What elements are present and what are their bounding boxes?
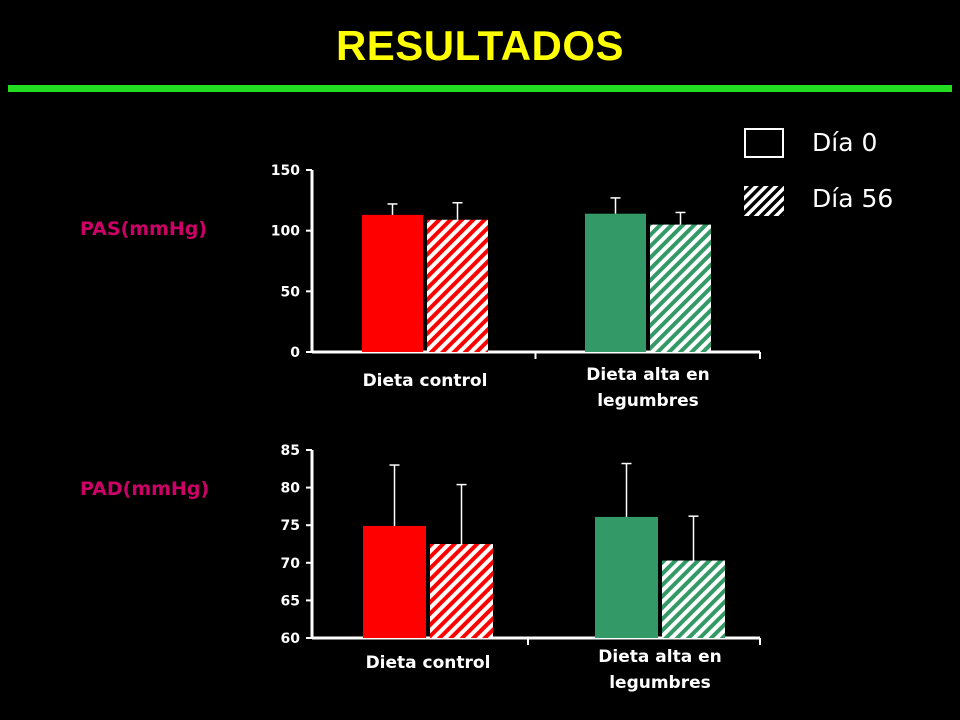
bar-day56	[662, 560, 725, 638]
slide-title: RESULTADOS	[335, 22, 625, 69]
pas-axis-title: PAS(mmHg)	[80, 218, 208, 240]
bar-day0	[363, 525, 426, 638]
y-tick-label: 65	[281, 593, 300, 609]
legend-day56-label: Día 56	[812, 184, 894, 213]
category-label: Dieta alta en legumbres	[598, 647, 722, 693]
bar-day56	[427, 219, 488, 352]
bar-day0	[595, 516, 658, 638]
y-tick-label: 60	[281, 631, 301, 647]
legend-day56-swatch	[744, 186, 784, 216]
y-tick-label: 100	[271, 224, 300, 240]
bar-day56	[430, 544, 493, 638]
y-tick-label: 0	[290, 345, 300, 361]
y-tick-label: 50	[281, 284, 301, 300]
bar-day56	[650, 224, 711, 352]
category-label: Dieta alta en legumbres	[586, 365, 710, 411]
pad-chart: 60 65 70 75 80 85	[281, 443, 761, 647]
y-tick-label: 70	[281, 556, 301, 572]
bar-day0	[362, 214, 423, 352]
y-tick-label: 75	[281, 518, 300, 534]
y-tick-label: 150	[271, 163, 300, 179]
category-label: Dieta control	[362, 371, 488, 391]
title-divider	[8, 85, 952, 92]
legend-day0-label: Día 0	[812, 128, 878, 157]
pad-axis-title: PAD(mmHg)	[80, 478, 210, 500]
y-tick-label: 80	[281, 481, 301, 497]
bar-day0	[585, 213, 646, 352]
category-label: Dieta control	[365, 653, 491, 673]
y-tick-label: 85	[281, 443, 300, 459]
pas-chart: 0 50 100 150	[271, 163, 761, 361]
legend-day0-swatch	[744, 128, 784, 158]
